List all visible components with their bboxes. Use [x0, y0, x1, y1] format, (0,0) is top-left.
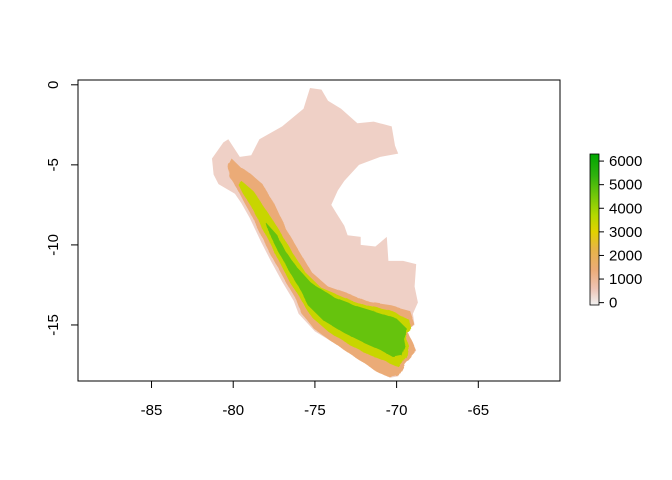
x-tick-label: -70 — [386, 402, 408, 419]
x-tick-label: -75 — [304, 402, 326, 419]
y-tick-label: -15 — [45, 314, 62, 336]
y-tick-label: -10 — [45, 234, 62, 256]
legend-colorbar — [589, 153, 600, 306]
andes-peak-elevation-region — [265, 222, 407, 357]
legend-tick-label: 1000 — [609, 271, 642, 288]
legend-tick-label: 0 — [609, 295, 617, 312]
elevation-legend: 0 1000 2000 3000 4000 5000 6000 — [589, 153, 642, 312]
y-tick-label: -5 — [45, 158, 62, 171]
legend-tick-label: 3000 — [609, 224, 642, 241]
raster-map-layer — [212, 88, 418, 378]
legend-tick-label: 4000 — [609, 200, 642, 217]
legend-tick-label: 2000 — [609, 247, 642, 264]
x-tick-label: -65 — [467, 402, 489, 419]
y-tick-label: 0 — [45, 81, 62, 89]
x-tick-label: -80 — [222, 402, 244, 419]
x-tick-label: -85 — [141, 402, 163, 419]
x-axis: -85 -80 -75 -70 -65 — [141, 380, 489, 419]
y-axis: 0 -5 -10 -15 — [45, 81, 79, 336]
legend-ticks: 0 1000 2000 3000 4000 5000 6000 — [599, 153, 642, 312]
legend-tick-label: 6000 — [609, 153, 642, 170]
legend-tick-label: 5000 — [609, 177, 642, 194]
